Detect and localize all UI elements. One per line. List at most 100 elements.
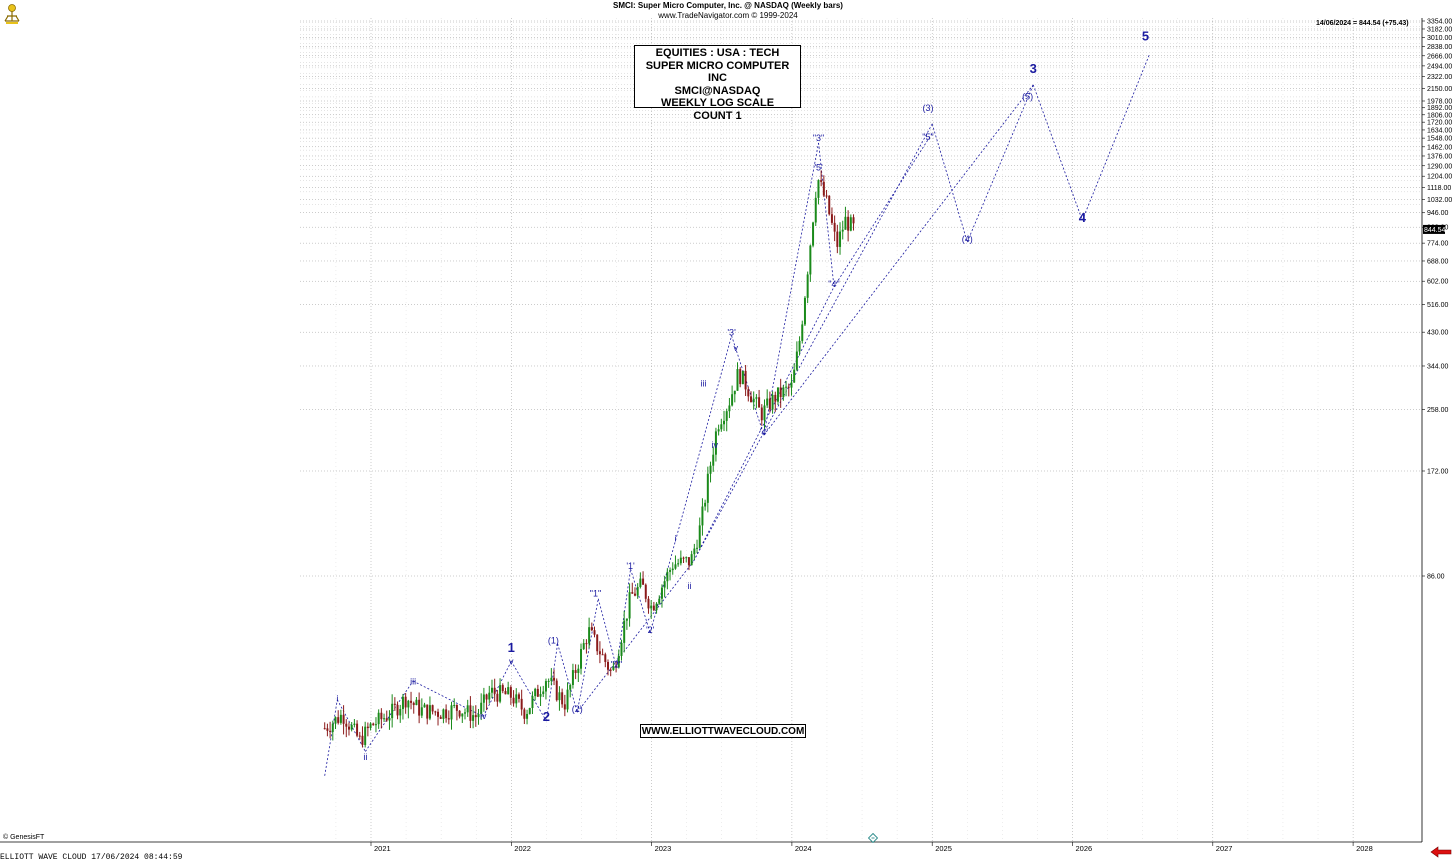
candle-body bbox=[677, 563, 680, 565]
candle-body bbox=[509, 687, 512, 698]
candle-body bbox=[666, 571, 669, 582]
y-tick-label: 2838.00 bbox=[1427, 44, 1452, 51]
price-candles bbox=[323, 170, 855, 748]
wave-label: "1" bbox=[590, 589, 601, 599]
candle-body bbox=[623, 620, 626, 643]
candle-body bbox=[690, 554, 693, 566]
y-tick-label: 1634.00 bbox=[1427, 127, 1452, 134]
trade-navigator-logo-icon bbox=[2, 2, 22, 26]
candle-body bbox=[445, 709, 448, 719]
candle-body bbox=[458, 710, 461, 717]
candle-body bbox=[544, 681, 547, 692]
candle-body bbox=[571, 670, 574, 685]
candle-body bbox=[542, 691, 545, 695]
candle-body bbox=[369, 723, 372, 729]
candle-body bbox=[393, 703, 396, 705]
y-tick-label: 2322.00 bbox=[1427, 74, 1452, 81]
candle-body bbox=[749, 396, 752, 403]
candle-body bbox=[407, 700, 410, 708]
projection-line bbox=[833, 132, 933, 288]
candle-body bbox=[847, 216, 850, 231]
candle-body bbox=[809, 245, 812, 275]
x-tick-label: 2027 bbox=[1216, 844, 1233, 853]
candle-body bbox=[418, 699, 421, 716]
x-tick-label: 2022 bbox=[514, 844, 531, 853]
projection-line bbox=[576, 598, 599, 713]
candle-body bbox=[431, 705, 434, 712]
candle-body bbox=[364, 726, 367, 745]
candle-body bbox=[520, 698, 523, 710]
candle-body bbox=[671, 568, 674, 571]
candle-body bbox=[660, 587, 663, 599]
candle-body bbox=[644, 584, 647, 599]
candle-body bbox=[517, 694, 520, 699]
projection-line bbox=[731, 335, 765, 436]
info-line: WEEKLY LOG SCALE bbox=[660, 97, 775, 109]
candle-body bbox=[380, 712, 383, 720]
last-price-tag-label: 844.54 bbox=[1424, 227, 1446, 234]
candle-body bbox=[504, 691, 507, 695]
candle-body bbox=[423, 704, 426, 708]
y-tick-label: 1720.00 bbox=[1427, 120, 1452, 127]
candle-body bbox=[331, 723, 334, 732]
candle-body bbox=[358, 735, 361, 737]
candle-body bbox=[817, 180, 820, 198]
candle-body bbox=[733, 390, 736, 395]
candle-body bbox=[725, 411, 728, 421]
wave-label: iv bbox=[480, 711, 487, 721]
candle-body bbox=[415, 699, 418, 706]
candle-body bbox=[474, 715, 477, 718]
candle-body bbox=[803, 297, 806, 325]
candle-body bbox=[334, 717, 337, 724]
wave-label: i bbox=[336, 694, 338, 704]
candle-body bbox=[526, 713, 529, 719]
wave-label: '3' bbox=[727, 328, 736, 338]
candle-body bbox=[553, 677, 556, 681]
candle-body bbox=[499, 685, 502, 702]
x-tick-label: 2026 bbox=[1076, 844, 1093, 853]
candle-body bbox=[450, 705, 453, 720]
candle-body bbox=[795, 351, 798, 370]
candle-body bbox=[326, 728, 329, 731]
projection-line bbox=[966, 84, 1034, 243]
wave-label: v bbox=[734, 343, 739, 353]
candle-body bbox=[593, 630, 596, 635]
wave-label: 2 bbox=[543, 709, 550, 724]
candle-body bbox=[836, 231, 839, 247]
candle-body bbox=[704, 502, 707, 507]
red-left-arrow-icon[interactable] bbox=[1430, 845, 1452, 858]
diamond-marker-icon[interactable] bbox=[867, 830, 879, 844]
candle-body bbox=[345, 723, 348, 727]
candle-body bbox=[720, 424, 723, 430]
candle-body bbox=[655, 603, 658, 611]
candle-body bbox=[628, 592, 631, 619]
candle-body bbox=[687, 557, 690, 566]
wave-label: '4' bbox=[760, 427, 769, 437]
candle-body bbox=[798, 340, 801, 352]
candle-body bbox=[598, 651, 601, 655]
candle-body bbox=[447, 718, 450, 720]
candle-body bbox=[787, 386, 790, 388]
candle-body bbox=[709, 465, 712, 474]
candle-body bbox=[839, 231, 842, 247]
candle-body bbox=[577, 668, 580, 673]
info-line: SUPER MICRO COMPUTER INC bbox=[645, 59, 790, 85]
wave-label: 5 bbox=[1142, 28, 1149, 43]
candle-body bbox=[625, 618, 628, 621]
candle-body bbox=[383, 718, 386, 720]
y-tick-label: 2150.00 bbox=[1427, 86, 1452, 93]
candle-body bbox=[844, 216, 847, 230]
chart-header-copyright: www.TradeNavigator.com © 1999-2024 bbox=[658, 11, 798, 20]
y-tick-label: 516.00 bbox=[1427, 302, 1449, 309]
candle-body bbox=[485, 694, 488, 700]
wave-label: iii bbox=[701, 379, 707, 389]
candle-body bbox=[631, 592, 634, 594]
candle-body bbox=[528, 708, 531, 714]
y-axis-panel bbox=[1422, 18, 1456, 842]
candle-body bbox=[329, 730, 332, 732]
candle-body bbox=[717, 429, 720, 432]
candle-body bbox=[388, 718, 391, 721]
wave-label: '5' bbox=[814, 163, 823, 173]
y-tick-label: 1118.00 bbox=[1427, 185, 1451, 192]
